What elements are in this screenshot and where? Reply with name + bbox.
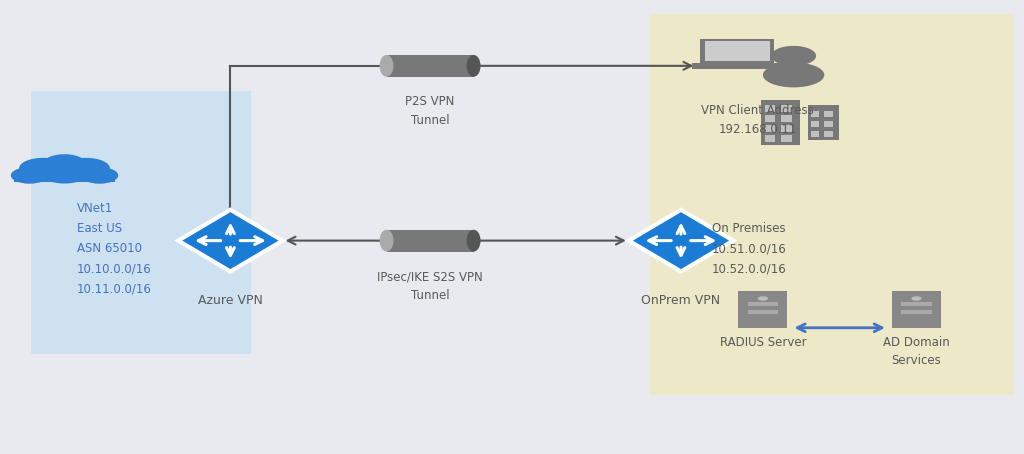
Bar [781,115,792,122]
Bar [901,310,932,314]
Bar [808,105,839,140]
Circle shape [11,167,48,184]
Bar [781,125,792,132]
Bar [781,105,792,112]
FancyBboxPatch shape [692,63,782,69]
Bar [765,105,775,112]
FancyBboxPatch shape [31,91,251,354]
Bar [748,302,778,306]
Bar [811,121,819,127]
Circle shape [40,162,89,183]
Circle shape [911,296,922,301]
Ellipse shape [467,230,480,252]
Bar [811,131,819,137]
Text: VPN Client Address
192.168.0.11: VPN Client Address 192.168.0.11 [701,104,814,136]
Text: RADIUS Server: RADIUS Server [720,336,806,349]
Text: OnPrem VPN: OnPrem VPN [641,294,721,307]
Text: On Premises
10.51.0.0/16
10.52.0.0/16: On Premises 10.51.0.0/16 10.52.0.0/16 [712,222,786,276]
Bar [765,115,775,122]
Bar [901,302,932,306]
Ellipse shape [380,230,393,252]
Bar [765,135,775,142]
Bar [824,121,833,127]
Bar [765,125,775,132]
FancyBboxPatch shape [738,291,787,328]
Bar [824,111,833,117]
Circle shape [61,158,110,179]
Ellipse shape [763,62,824,87]
Circle shape [43,154,86,173]
Text: VNet1
East US
ASN 65010
10.10.0.0/16
10.11.0.0/16: VNet1 East US ASN 65010 10.10.0.0/16 10.… [77,202,152,295]
FancyBboxPatch shape [387,55,473,77]
Polygon shape [178,210,283,271]
Bar [761,100,800,145]
FancyBboxPatch shape [650,14,1014,395]
Ellipse shape [380,55,393,77]
Bar [824,131,833,137]
Ellipse shape [467,55,480,77]
Circle shape [81,167,118,184]
Bar [705,41,770,61]
Circle shape [19,158,68,179]
Circle shape [758,296,768,301]
Circle shape [771,46,816,66]
Text: IPsec/IKE S2S VPN
Tunnel: IPsec/IKE S2S VPN Tunnel [377,270,483,302]
FancyBboxPatch shape [14,174,115,183]
Text: Azure VPN: Azure VPN [198,294,263,307]
Text: P2S VPN
Tunnel: P2S VPN Tunnel [406,95,455,127]
FancyBboxPatch shape [892,291,941,328]
FancyBboxPatch shape [700,39,774,63]
FancyBboxPatch shape [387,230,473,252]
Text: AD Domain
Services: AD Domain Services [883,336,950,367]
Bar [781,135,792,142]
Polygon shape [629,210,733,271]
Bar [811,111,819,117]
Bar [748,310,778,314]
